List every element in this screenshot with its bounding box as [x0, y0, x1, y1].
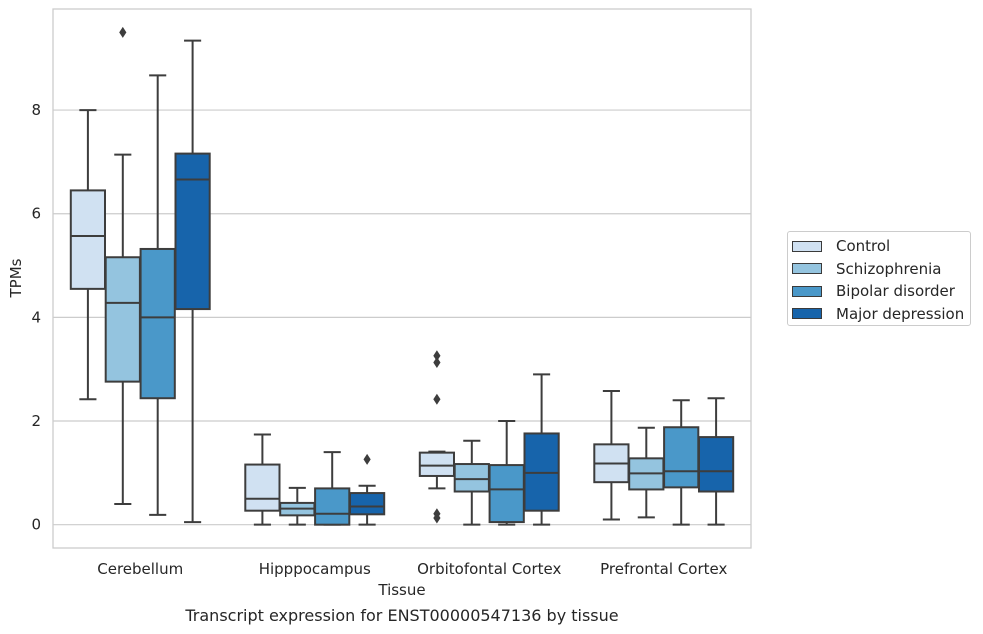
box-iqr: [418, 451, 456, 477]
outlier-point: [433, 356, 441, 368]
box-iqr: [104, 256, 141, 383]
box-control: [418, 350, 456, 524]
y-axis-label: TPMs: [7, 258, 25, 298]
box-iqr: [139, 247, 176, 400]
box-bipolar-disorder: [139, 74, 176, 516]
legend-item: Bipolar disorder: [792, 280, 970, 303]
y-tick-label: 2: [31, 412, 41, 430]
box-groups: [69, 26, 735, 526]
legend-item: Major depression: [792, 303, 970, 326]
x-tick-label: Cerebellum: [97, 560, 183, 578]
box-iqr: [244, 463, 281, 512]
y-tick-label: 6: [31, 205, 41, 223]
y-tick-label: 4: [31, 308, 41, 326]
box-major-depression: [523, 373, 560, 526]
legend-swatch: [792, 263, 822, 275]
box-iqr: [69, 189, 107, 290]
box-iqr: [663, 426, 700, 489]
legend-label: Schizophrenia: [836, 259, 942, 278]
legend-item: Control: [792, 235, 970, 258]
box-schizophrenia: [628, 426, 665, 519]
legend-label: Major depression: [836, 304, 965, 323]
box-bipolar-disorder: [663, 399, 700, 526]
box-major-depression: [174, 39, 211, 524]
box-schizophrenia: [279, 486, 316, 526]
legend-label: Bipolar disorder: [836, 282, 955, 301]
legend-swatch: [792, 285, 822, 297]
box-iqr: [453, 463, 490, 493]
box-iqr: [488, 464, 525, 524]
axis-ticks: 0 2 4 6 8 Cerebellum Hipppocampus Orbitofontal …: [31, 101, 727, 578]
box-schizophrenia: [453, 439, 490, 526]
y-tick-label: 0: [31, 516, 41, 534]
y-tick-label: 8: [31, 101, 41, 119]
box-iqr: [697, 436, 735, 493]
outlier-point: [433, 350, 441, 362]
legend-swatch: [792, 240, 822, 252]
box-bipolar-disorder: [488, 420, 525, 526]
chart-caption: Transcript expression for ENST0000054713…: [185, 606, 619, 625]
legend-swatch: [792, 308, 822, 320]
box-control: [593, 389, 630, 521]
outlier-point: [363, 453, 371, 465]
outlier-point: [433, 512, 441, 524]
box-major-depression: [697, 397, 735, 526]
legend-label: Control: [836, 237, 891, 256]
box-schizophrenia: [104, 26, 141, 505]
box-iqr: [174, 152, 211, 311]
outlier-point: [119, 26, 127, 38]
box-iqr: [314, 487, 351, 526]
x-axis-label: Tissue: [377, 581, 425, 599]
box-major-depression: [348, 453, 386, 526]
x-tick-label: Orbitofontal Cortex: [417, 560, 561, 578]
legend: Control Schizophrenia Bipolar disorder Majo…: [787, 231, 971, 326]
box-bipolar-disorder: [314, 451, 351, 526]
box-iqr: [348, 492, 386, 516]
x-tick-label: Prefrontal Cortex: [600, 560, 727, 578]
x-tick-label: Hipppocampus: [259, 560, 371, 578]
box-control: [69, 109, 107, 401]
plot-frame: [52, 8, 752, 549]
legend-item: Schizophrenia: [792, 258, 970, 281]
outlier-point: [433, 393, 441, 405]
box-control: [244, 433, 281, 526]
